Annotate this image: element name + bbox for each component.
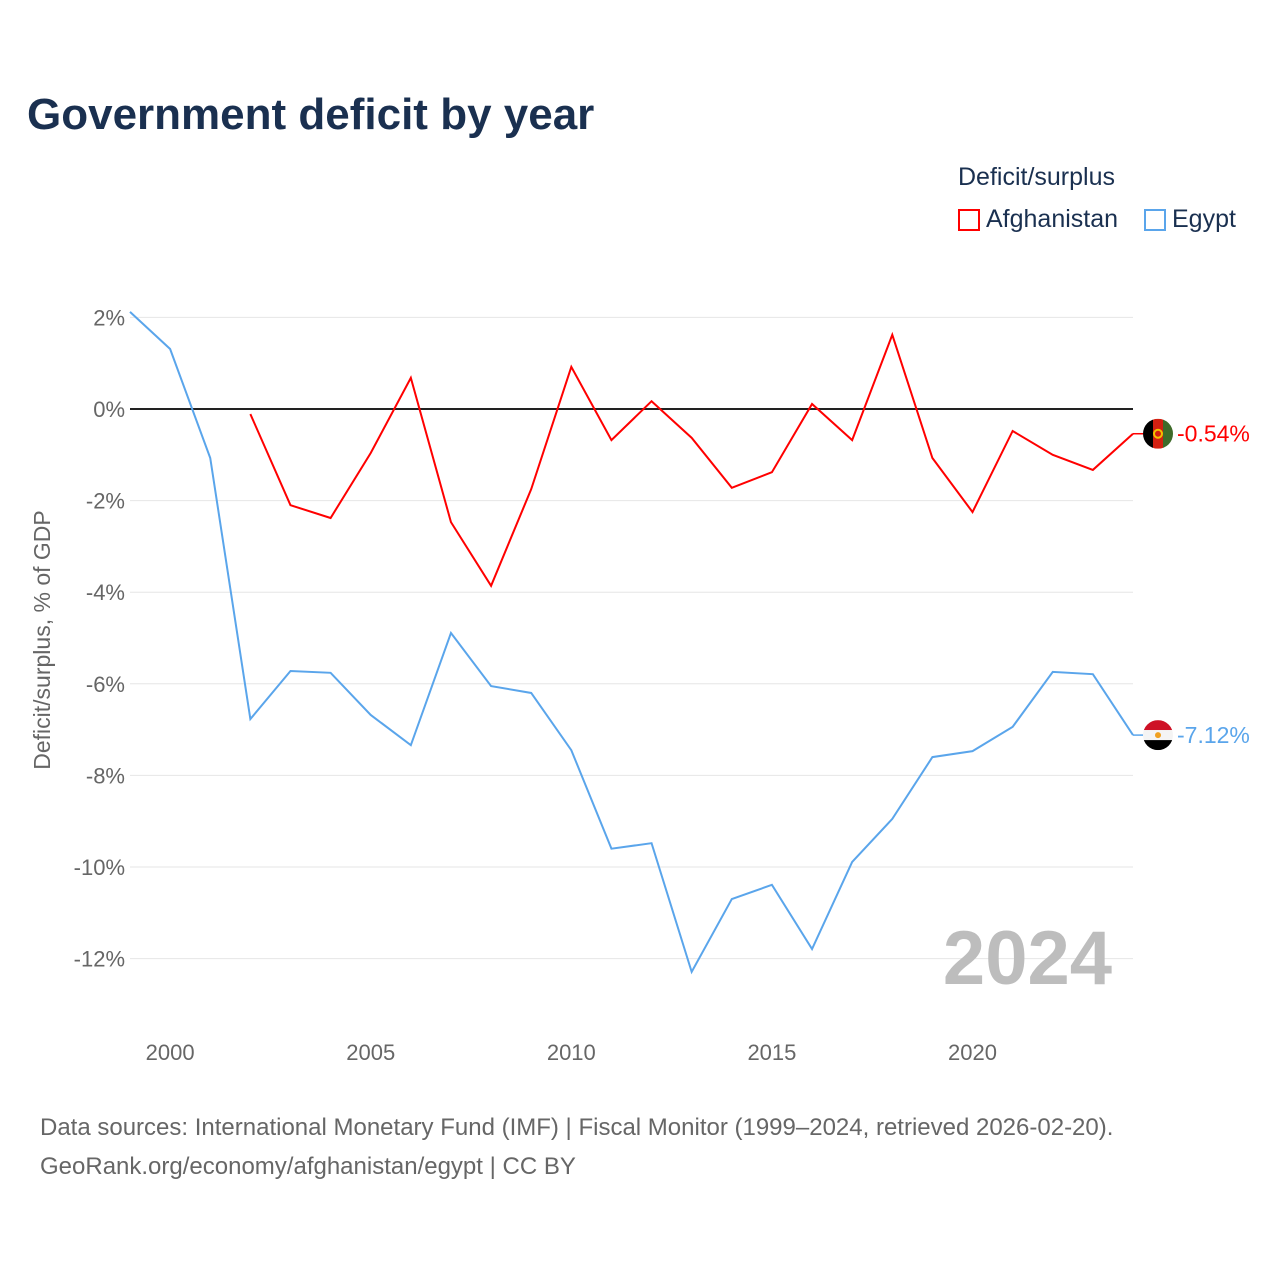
legend-title: Deficit/surplus bbox=[958, 163, 1115, 191]
y-tick-label: -10% bbox=[74, 855, 125, 880]
legend-label: Egypt bbox=[1172, 205, 1236, 233]
y-axis-label: Deficit/surplus, % of GDP bbox=[29, 510, 55, 769]
legend-swatch bbox=[1144, 208, 1166, 231]
source-line: Data sources: International Monetary Fun… bbox=[40, 1114, 1114, 1141]
end-value-label: -0.54% bbox=[1177, 421, 1250, 447]
y-tick-label: 2% bbox=[93, 305, 125, 330]
y-tick-label: 0% bbox=[93, 397, 125, 422]
x-tick-label: 2000 bbox=[146, 1040, 195, 1065]
series-line-afghanistan bbox=[249, 331, 1134, 588]
legend-swatch bbox=[958, 208, 980, 231]
source-note: Data sources: International Monetary Fun… bbox=[40, 1108, 1113, 1186]
x-tick-label: 2015 bbox=[747, 1040, 796, 1065]
x-tick-label: 2005 bbox=[346, 1040, 395, 1065]
x-tick-label: 2020 bbox=[948, 1040, 997, 1065]
y-tick-label: -12% bbox=[74, 947, 125, 972]
legend-item-afghanistan[interactable]: Afghanistan bbox=[958, 205, 1118, 234]
year-watermark: 2024 bbox=[943, 916, 1112, 1001]
legend-item-egypt[interactable]: Egypt bbox=[1144, 205, 1236, 234]
x-tick-label: 2010 bbox=[547, 1040, 596, 1065]
legend-label: Afghanistan bbox=[986, 205, 1119, 233]
source-link[interactable]: GeoRank.org/economy/afghanistan/egypt | … bbox=[40, 1153, 576, 1180]
afghanistan-flag-icon bbox=[1143, 418, 1173, 449]
y-tick-label: -2% bbox=[86, 489, 125, 514]
y-tick-label: -8% bbox=[86, 763, 125, 788]
chart-title: Government deficit by year bbox=[27, 90, 595, 139]
egypt-flag-icon bbox=[1143, 720, 1173, 751]
y-tick-label: -6% bbox=[86, 672, 125, 697]
y-tick-label: -4% bbox=[86, 580, 125, 605]
series-line-egypt bbox=[129, 311, 1134, 975]
end-value-label: -7.12% bbox=[1177, 722, 1250, 748]
